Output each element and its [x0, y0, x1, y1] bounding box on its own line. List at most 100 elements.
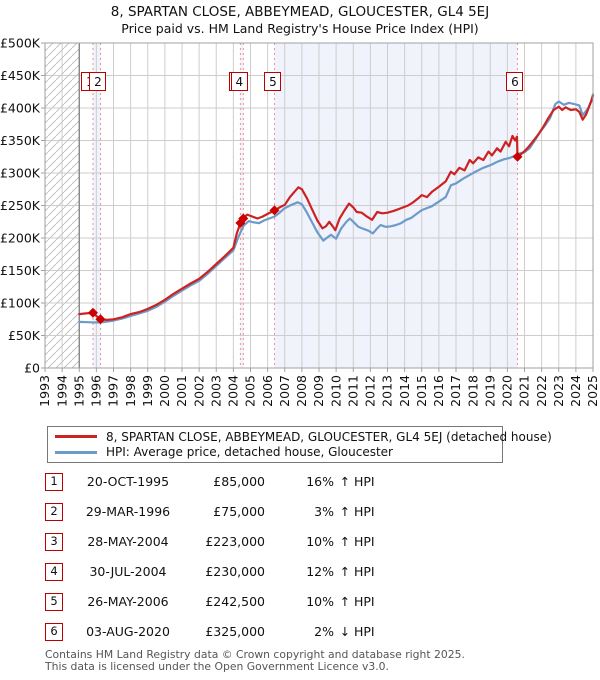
sale-marker-box: 5: [264, 72, 282, 91]
x-tick-label: 2002: [191, 375, 206, 407]
sale-hpi-percent: 16%: [306, 474, 334, 489]
legend: 8, SPARTAN CLOSE, ABBEYMEAD, GLOUCESTER,…: [47, 426, 552, 463]
footer: Contains HM Land Registry data © Crown c…: [45, 649, 465, 672]
chart-canvas: 1993 1994 1995 1996 1997 1998 1999 2000 2001 2002…: [0, 35, 600, 407]
x-tick-label: 2001: [174, 375, 189, 407]
sale-date: 30-JUL-2004: [89, 564, 167, 579]
sale-hpi-arrow-icon: ↑: [339, 594, 351, 609]
sale-date: 03-AUG-2020: [86, 624, 170, 639]
x-tick-label: 2021: [517, 375, 532, 407]
page-title: 8, SPARTAN CLOSE, ABBEYMEAD, GLOUCESTER,…: [110, 4, 490, 20]
sale-hpi-arrow-icon: ↑: [339, 474, 351, 489]
legend-label-property: 8, SPARTAN CLOSE, ABBEYMEAD, GLOUCESTER,…: [106, 429, 552, 444]
sale-hpi-arrow-icon: ↑: [339, 534, 351, 549]
sale-hpi-label: HPI: [354, 594, 375, 609]
sale-date: 20-OCT-1995: [86, 474, 170, 489]
table-row: 6 03-AUG-2020 £325,000 2% ↓ HPI: [0, 623, 600, 643]
table-row: 5 26-MAY-2006 £242,500 10% ↑ HPI: [0, 593, 600, 613]
sale-hpi-arrow-icon: ↑: [339, 504, 351, 519]
table-row: 4 30-JUL-2004 £230,000 12% ↑ HPI: [0, 563, 600, 583]
price-history-chart: 1993 1994 1995 1996 1997 1998 1999 2000 2001 2002…: [0, 35, 600, 407]
x-tick-label: 2024: [568, 375, 583, 407]
x-tick-label: 1995: [71, 375, 86, 407]
x-tick-label: 1998: [123, 375, 138, 407]
sale-number-badge: 6: [45, 623, 63, 641]
footer-line-1: Contains HM Land Registry data © Crown c…: [45, 648, 465, 661]
y-tick-label: £150K: [0, 263, 41, 278]
x-tick-label: 2023: [551, 375, 566, 407]
sale-marker-box: 6: [506, 72, 524, 91]
x-tick-label: 2012: [363, 375, 378, 407]
x-tick-label: 2011: [345, 375, 360, 407]
sale-marker-diamond: [95, 314, 106, 325]
x-tick-label: 1996: [89, 375, 104, 407]
y-tick-label: £200K: [0, 230, 41, 245]
y-tick-label: £250K: [0, 198, 41, 213]
sale-hpi-label: HPI: [354, 564, 375, 579]
y-tick-label: £450K: [0, 68, 41, 83]
y-tick-label: £350K: [0, 133, 41, 148]
sale-hpi-label: HPI: [354, 474, 375, 489]
x-tick-label: 2008: [294, 375, 309, 407]
x-tick-label: 2016: [431, 375, 446, 407]
sale-marker-diamond: [512, 151, 523, 162]
table-row: 1 20-OCT-1995 £85,000 16% ↑ HPI: [0, 473, 600, 493]
sale-marker-diamond: [87, 307, 98, 318]
sale-hpi-percent: 3%: [314, 504, 334, 519]
legend-row-property: 8, SPARTAN CLOSE, ABBEYMEAD, GLOUCESTER,…: [48, 429, 552, 444]
x-tick-label: 1999: [140, 375, 155, 407]
x-tick-label: 1994: [54, 375, 69, 407]
x-tick-label: 2019: [482, 375, 497, 407]
x-tick-label: 2018: [465, 375, 480, 407]
sale-number-badge: 4: [45, 563, 63, 581]
x-tick-label: 2022: [534, 375, 549, 407]
x-tick-label: 1997: [106, 375, 121, 407]
sale-hpi-label: HPI: [354, 504, 375, 519]
sale-hpi-arrow-icon: ↓: [339, 624, 351, 639]
x-tick-label: 2009: [311, 375, 326, 407]
sale-date: 26-MAY-2006: [87, 594, 169, 609]
x-tick-label: 2005: [243, 375, 258, 407]
sale-marker-box: 2: [89, 72, 107, 91]
property-line-swatch: [55, 435, 97, 439]
sale-marker-diamond: [238, 213, 249, 224]
y-tick-label: £100K: [0, 295, 41, 310]
sale-hpi-percent: 2%: [314, 624, 334, 639]
table-row: 2 29-MAR-1996 £75,000 3% ↑ HPI: [0, 503, 600, 523]
sale-hpi-arrow-icon: ↑: [339, 564, 351, 579]
x-tick-label: 2004: [226, 375, 241, 407]
sale-number-badge: 5: [45, 593, 63, 611]
sale-marker-diamond: [269, 205, 280, 216]
y-tick-label: £400K: [0, 100, 41, 115]
x-tick-label: 2020: [500, 375, 515, 407]
legend-label-hpi: HPI: Average price, detached house, Glou…: [106, 445, 393, 460]
x-tick-label: 1993: [37, 375, 52, 407]
x-tick-label: 2006: [260, 375, 275, 407]
x-tick-label: 2003: [208, 375, 223, 407]
x-tick-label: 2015: [414, 375, 429, 407]
sale-hpi-percent: 10%: [306, 594, 334, 609]
x-tick-label: 2014: [397, 375, 412, 407]
sale-price: £242,500: [205, 594, 265, 609]
sale-number-badge: 2: [45, 503, 63, 521]
sale-price: £230,000: [205, 564, 265, 579]
y-tick-label: £300K: [0, 165, 41, 180]
sale-price: £325,000: [205, 624, 265, 639]
sale-number-badge: 3: [45, 533, 63, 551]
x-tick-label: 2007: [277, 375, 292, 407]
sale-hpi-label: HPI: [354, 534, 375, 549]
y-tick-label: £0: [24, 360, 40, 375]
x-tick-label: 2000: [157, 375, 172, 407]
page-subtitle: Price paid vs. HM Land Registry's House …: [121, 21, 479, 36]
x-tick-label: 2025: [585, 375, 600, 407]
sale-number-badge: 1: [45, 473, 63, 491]
sale-marker-box: 4: [230, 72, 248, 91]
footer-line-2: This data is licensed under the Open Gov…: [45, 659, 389, 673]
x-tick-label: 2013: [380, 375, 395, 407]
x-tick-label: 2017: [448, 375, 463, 407]
sale-price: £85,000: [213, 474, 265, 489]
legend-row-hpi: HPI: Average price, detached house, Glou…: [48, 445, 502, 460]
y-tick-label: £500K: [0, 35, 41, 50]
sale-date: 29-MAR-1996: [85, 504, 171, 519]
